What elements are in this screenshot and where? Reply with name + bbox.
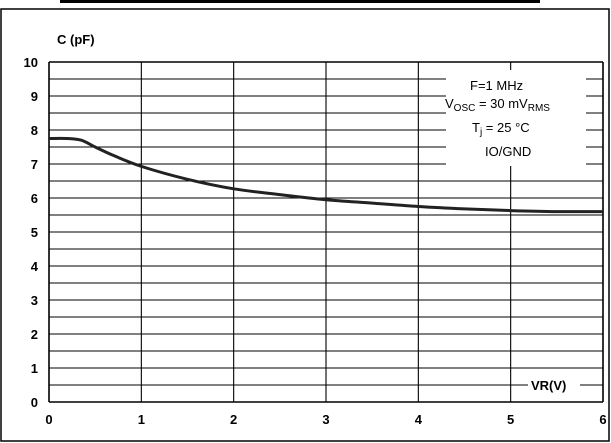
y-tick-label: 1 bbox=[31, 361, 38, 376]
x-tick-label: 4 bbox=[415, 412, 423, 427]
y-tick-label: 0 bbox=[31, 395, 38, 410]
y-tick-label: 2 bbox=[31, 327, 38, 342]
capacitance-curve bbox=[48, 136, 604, 214]
y-tick-labels: 0 1 2 3 4 5 6 7 8 9 10 bbox=[24, 55, 39, 410]
outer-border bbox=[0, 8, 610, 442]
x-tick-labels: 0 1 2 3 4 5 6 bbox=[45, 412, 606, 427]
legend-background bbox=[446, 70, 586, 166]
tj-base: T bbox=[472, 120, 480, 135]
y-tick-label: 5 bbox=[31, 225, 38, 240]
x-tick-label: 0 bbox=[45, 412, 52, 427]
legend-configuration: IO/GND bbox=[485, 144, 531, 159]
x-tick-label: 1 bbox=[138, 412, 145, 427]
vosc-mid: = 30 mV bbox=[475, 96, 528, 111]
tj-tail: = 25 °C bbox=[482, 120, 529, 135]
x-tick-label: 6 bbox=[599, 412, 606, 427]
y-tick-label: 6 bbox=[31, 191, 38, 206]
y-tick-label: 3 bbox=[31, 293, 38, 308]
conditions-legend: F=1 MHz VOSC = 30 mVRMS Tj = 25 °C IO/GN… bbox=[445, 70, 586, 166]
x-axis-label: VR(V) bbox=[531, 378, 566, 393]
y-tick-label: 9 bbox=[31, 89, 38, 104]
x-tick-label: 5 bbox=[507, 412, 514, 427]
vosc-sub: OSC bbox=[454, 103, 476, 114]
vosc-base: V bbox=[445, 96, 454, 111]
y-tick-label: 7 bbox=[31, 157, 38, 172]
y-tick-label: 10 bbox=[24, 55, 38, 70]
tj-sub: j bbox=[479, 127, 482, 138]
x-tick-label: 2 bbox=[230, 412, 237, 427]
x-tick-label: 3 bbox=[322, 412, 329, 427]
x-axis-label-bg bbox=[528, 376, 580, 394]
legend-frequency: F=1 MHz bbox=[470, 78, 523, 93]
vosc-tail-sub: RMS bbox=[528, 103, 551, 114]
legend-temperature: Tj = 25 °C bbox=[472, 120, 530, 138]
cropped-title-strip bbox=[60, 0, 540, 3]
y-tick-label: 8 bbox=[31, 123, 38, 138]
y-axis-label: C (pF) bbox=[57, 32, 95, 47]
grid bbox=[48, 61, 604, 403]
y-tick-label: 4 bbox=[31, 259, 39, 274]
legend-oscillation: VOSC = 30 mVRMS bbox=[445, 96, 550, 114]
